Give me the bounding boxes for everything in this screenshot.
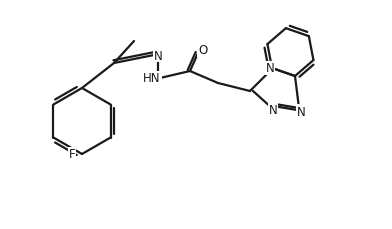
Text: HN: HN [143, 72, 161, 85]
Text: N: N [297, 105, 305, 118]
Text: N: N [269, 103, 278, 116]
Text: F: F [69, 148, 75, 161]
Text: N: N [154, 49, 162, 62]
Text: N: N [266, 62, 274, 75]
Text: O: O [198, 44, 208, 57]
